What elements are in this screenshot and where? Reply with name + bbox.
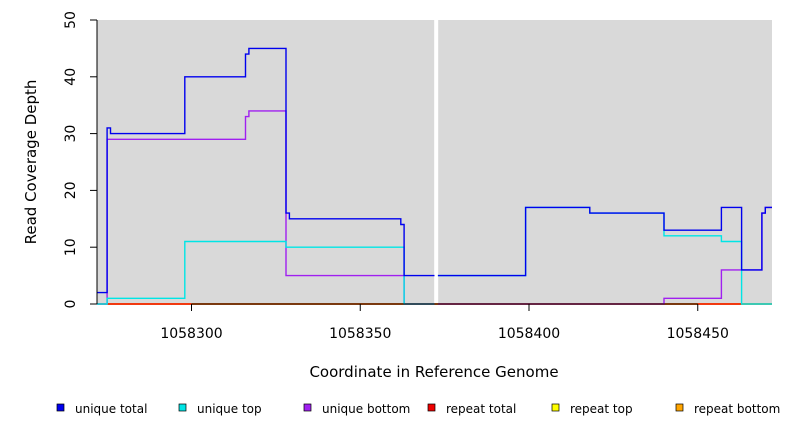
y-axis-title: Read Coverage Depth xyxy=(22,80,40,245)
y-tick-label: 30 xyxy=(63,125,79,143)
x-tick-label: 1058350 xyxy=(329,326,391,342)
gap-layer xyxy=(434,20,439,304)
legend-swatch xyxy=(56,403,65,412)
legend-label: unique bottom xyxy=(322,402,410,416)
legend-label: repeat bottom xyxy=(694,402,780,416)
legend: unique total unique top unique bottom repea… xyxy=(56,402,780,416)
y-tick-label: 20 xyxy=(63,181,79,199)
x-axis-title: Coordinate in Reference Genome xyxy=(309,363,558,381)
x-tick-label: 1058450 xyxy=(667,326,729,342)
y-tick-label: 50 xyxy=(63,11,79,29)
y-tick-label: 40 xyxy=(63,68,79,86)
y-tick-label: 10 xyxy=(63,238,79,256)
legend-label: unique top xyxy=(197,402,262,416)
axes-layer: 0 10 20 30 40 50 1058300 1058350 1058400 1058450 xyxy=(63,11,729,342)
legend-swatch xyxy=(303,403,312,412)
legend-label: repeat top xyxy=(570,402,633,416)
legend-swatch xyxy=(551,403,560,412)
legend-swatch xyxy=(427,403,436,412)
x-tick-label: 1058300 xyxy=(160,326,222,342)
legend-label: unique total xyxy=(75,402,147,416)
legend-swatch xyxy=(675,403,684,412)
legend-swatch xyxy=(178,403,187,412)
series-line-unique-total xyxy=(97,47,772,294)
gap-band xyxy=(434,20,439,304)
legend-label: repeat total xyxy=(446,402,516,416)
y-tick-label: 0 xyxy=(63,300,79,309)
x-tick-label: 1058400 xyxy=(498,326,560,342)
